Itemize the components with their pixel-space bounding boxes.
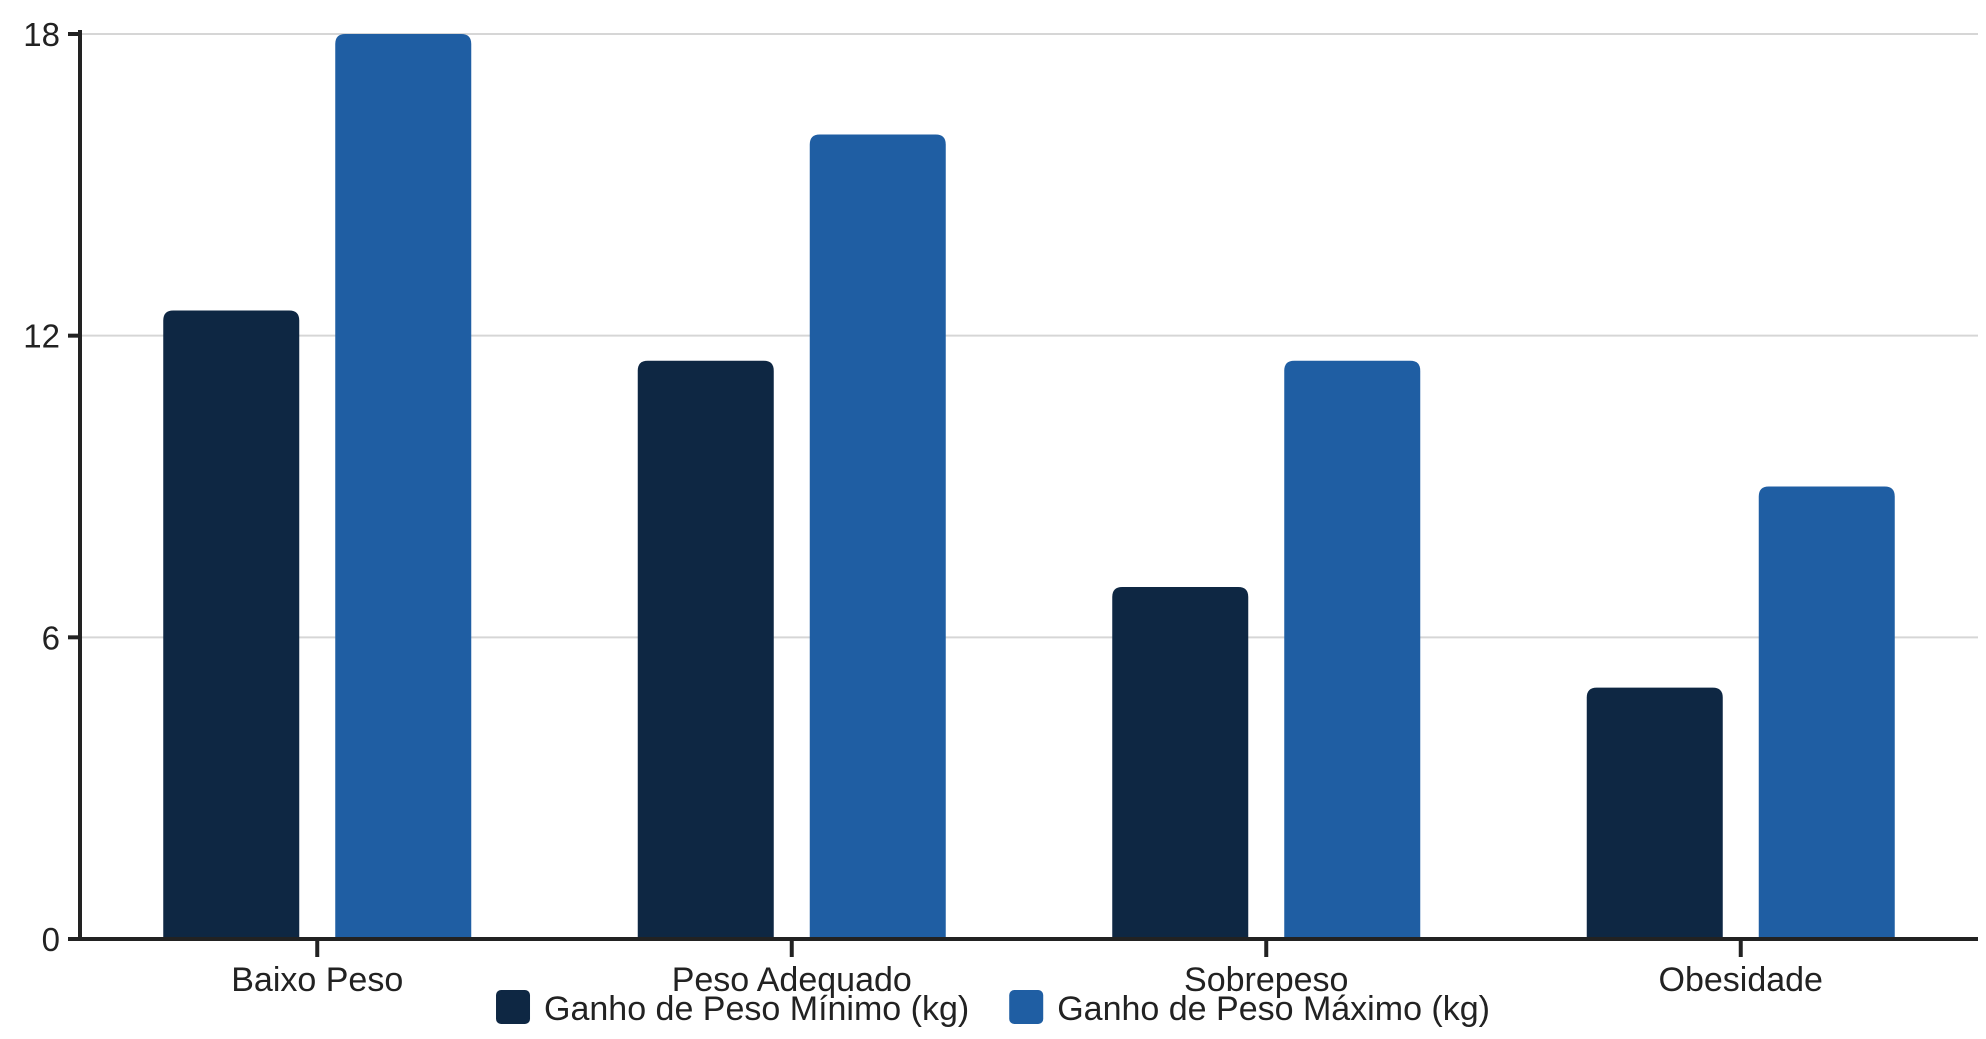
bar-min-baixo-peso xyxy=(163,310,300,939)
bar-min-peso-adequado xyxy=(637,360,774,939)
legend-swatch-max xyxy=(1009,990,1044,1024)
legend-label-min: Ganho de Peso Mínimo (kg) xyxy=(544,990,969,1028)
y-tick-label: 12 xyxy=(23,318,60,355)
bar-max-obesidade xyxy=(1758,486,1895,939)
x-tick-label: Baixo Peso xyxy=(231,961,403,999)
y-tick-label: 6 xyxy=(42,619,60,656)
bar-min-sobrepeso xyxy=(1112,587,1249,939)
y-tick-label: 0 xyxy=(42,921,60,958)
x-tick-label: Sobrepeso xyxy=(1184,961,1348,999)
bar-max-peso-adequado xyxy=(809,134,946,940)
y-tick-label: 18 xyxy=(23,16,60,53)
x-tick-label: Obesidade xyxy=(1659,961,1823,999)
legend-swatch-min xyxy=(496,990,531,1024)
x-tick-label: Peso Adequado xyxy=(672,961,912,999)
bar-max-sobrepeso xyxy=(1284,360,1421,939)
bar-min-obesidade xyxy=(1586,687,1723,939)
bar-max-baixo-peso xyxy=(335,34,472,939)
legend-label-max: Ganho de Peso Máximo (kg) xyxy=(1057,990,1490,1028)
